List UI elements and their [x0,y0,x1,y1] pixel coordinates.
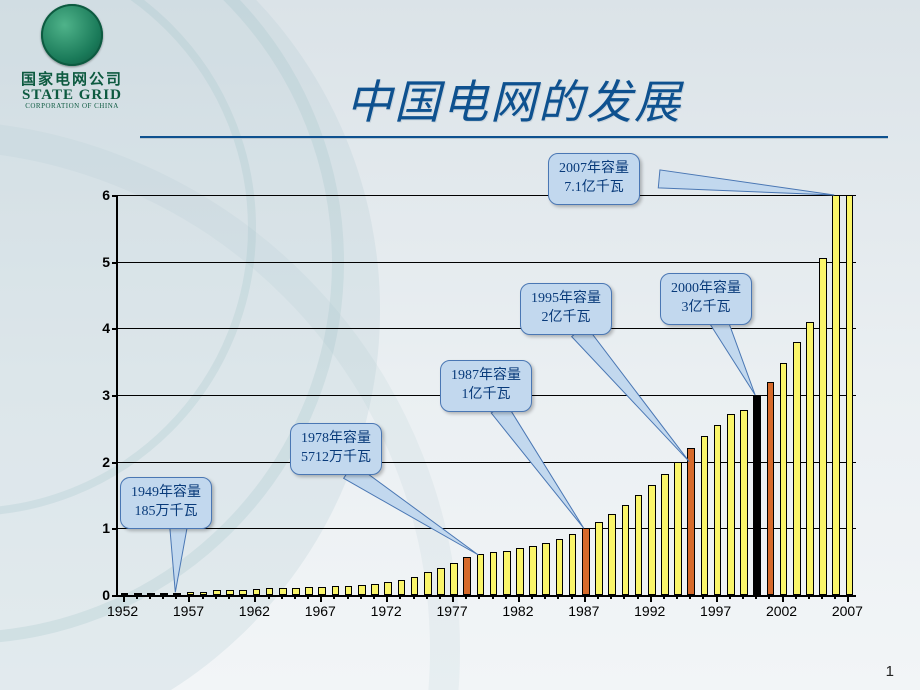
bar [305,587,313,595]
y-tick-label: 5 [84,254,110,270]
bar [832,195,840,595]
bar [608,514,616,595]
x-tick-label: 1962 [239,603,270,619]
bar [569,534,577,595]
y-tick-label: 3 [84,387,110,403]
x-tick-label: 1977 [436,603,467,619]
bar [780,363,788,595]
y-tick-label: 1 [84,520,110,536]
bar [411,577,419,595]
bar [279,588,287,595]
x-tick-label: 1992 [634,603,665,619]
bar [463,557,471,595]
y-tick-label: 0 [84,587,110,603]
bar [516,548,524,595]
title-underline [140,136,888,139]
bar [556,539,564,595]
x-tick-label: 1987 [568,603,599,619]
bar [635,495,643,595]
bar [753,395,761,595]
bar [714,425,722,595]
y-tick-label: 2 [84,454,110,470]
bar [490,552,498,595]
x-tick-label: 1967 [305,603,336,619]
bar [701,436,709,595]
bar [687,448,695,595]
bar [622,505,630,595]
bar [793,342,801,595]
bar [398,580,406,595]
x-tick-label: 1972 [371,603,402,619]
bar [332,586,340,595]
x-tick-label: 2002 [766,603,797,619]
bar [740,410,748,595]
x-tick-label: 1997 [700,603,731,619]
bar [371,584,379,595]
x-tick-label: 1957 [173,603,204,619]
title-block: 中国电网的发展 [140,66,888,139]
bar [727,414,735,595]
bar [582,528,590,595]
logo-disc-icon [41,4,103,66]
bar [806,322,814,595]
bar [595,522,603,595]
bar [384,582,392,595]
x-tick-label: 2007 [832,603,863,619]
y-tick-label: 6 [84,187,110,203]
x-tick-label: 1982 [502,603,533,619]
bar [819,258,827,595]
page-title: 中国电网的发展 [140,66,888,132]
bar [437,568,445,595]
bar [424,572,432,595]
bar [450,563,458,595]
bar [648,485,656,595]
bar [674,462,682,595]
bar [345,586,353,595]
bar [661,474,669,595]
bar [503,551,511,595]
bar [266,588,274,595]
x-tick-label: 1952 [107,603,138,619]
bar [767,382,775,595]
bar [846,195,854,595]
bar [318,587,326,595]
bar [477,554,485,595]
bar [529,546,537,595]
logo: 国家电网 国家电网公司 STATE GRID CORPORATION OF CH… [18,4,126,110]
y-tick-label: 4 [84,320,110,336]
plot-area [116,195,856,597]
capacity-bar-chart: 1952 1957 1962 1967 1972 1977 1982 1987 1992 1997… [80,195,854,625]
page-number: 1 [886,663,894,680]
slide: 国家电网 国家电网公司 STATE GRID CORPORATION OF CH… [0,0,920,690]
bar [292,588,300,595]
bar [542,543,550,595]
bar [358,585,366,595]
